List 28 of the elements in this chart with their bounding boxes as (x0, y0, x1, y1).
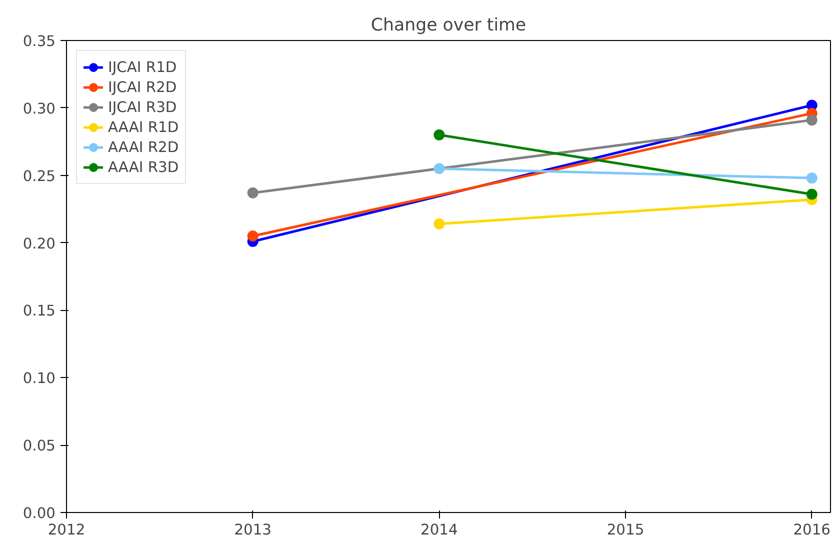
y-tick-label: 0.05 (22, 438, 56, 455)
legend-label: AAAI R1D (108, 118, 179, 136)
point (806, 114, 818, 126)
chart-title: Change over time (370, 16, 526, 36)
legend-label: AAAI R3D (108, 158, 179, 176)
y-tick-label: 0.00 (22, 505, 56, 522)
y-tick-label: 0.15 (22, 302, 56, 320)
x-tick-label: 2016 (793, 522, 831, 538)
point (434, 163, 445, 174)
x-tick-label: 2015 (606, 522, 644, 538)
point (247, 230, 258, 242)
x-tick-label: 2012 (48, 522, 86, 538)
point (806, 188, 818, 200)
y-tick-label: 0.25 (22, 168, 56, 185)
legend-label: IJCAI R1D (108, 58, 177, 76)
y-tick-label: 0.20 (22, 235, 56, 252)
x-tick-label: 2014 (420, 522, 458, 538)
x-tick-label: 2013 (234, 522, 272, 538)
legend-label: IJCAI R3D (108, 98, 177, 116)
point (434, 129, 445, 140)
y-tick-label: 0.10 (22, 370, 56, 388)
point (247, 187, 258, 198)
point (806, 172, 818, 184)
y-tick-label: 0.35 (22, 33, 56, 50)
legend-label: IJCAI R2D (108, 78, 177, 96)
point (434, 218, 445, 230)
y-tick-label: 0.30 (22, 100, 56, 118)
legend-label: AAAI R2D (108, 138, 179, 156)
